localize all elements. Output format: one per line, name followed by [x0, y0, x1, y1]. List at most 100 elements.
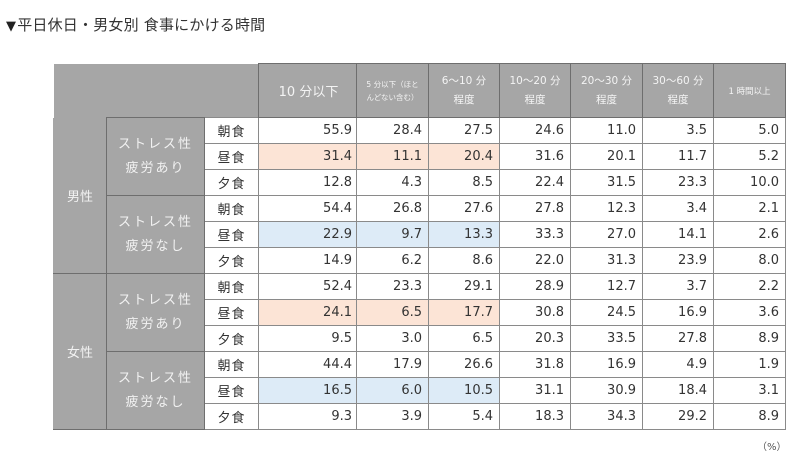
- meal-label: 昼食: [204, 299, 259, 326]
- value-cell-highlight: 6.5: [356, 299, 429, 326]
- value-cell: 2.2: [713, 273, 786, 300]
- stress-label-line2: 疲労なし: [125, 394, 186, 410]
- value-cell-highlight: 20.4: [428, 143, 500, 170]
- meal-label: 朝食: [204, 351, 259, 378]
- value-cell: 28.9: [499, 273, 571, 300]
- value-cell: 52.4: [258, 273, 359, 300]
- value-cell: 22.0: [499, 247, 571, 274]
- value-cell: 14.9: [258, 247, 359, 274]
- value-cell: 3.6: [713, 299, 786, 326]
- page-title: ▼平日休日・男女別 食事にかける時間: [6, 14, 265, 35]
- header-20-30min: 20～30 分 程度: [570, 63, 643, 118]
- meal-label: 夕食: [204, 247, 259, 274]
- value-cell: 3.4: [642, 195, 714, 222]
- gender-label-female: 女性: [53, 273, 107, 430]
- stress-label-line2: 疲労あり: [125, 316, 186, 332]
- table-row: ストレス性 疲労なし 朝食 54.4: [54, 195, 359, 274]
- value-cell-highlight: 16.5: [258, 377, 359, 404]
- value-cell-highlight: 10.5: [428, 377, 500, 404]
- table-row: 男性 ストレス性 疲労あり 朝食 55.9: [53, 117, 359, 274]
- value-cell: 12.3: [570, 195, 643, 222]
- value-cell: 3.7: [642, 273, 714, 300]
- header-line1: 30～60 分: [652, 74, 704, 87]
- value-cell: 20.3: [499, 325, 571, 352]
- table-row: 26.8 27.6 27.8 12.3 3.4 2.1: [356, 195, 786, 222]
- value-cell: 8.5: [428, 169, 500, 196]
- gender-label-male: 男性: [53, 117, 107, 274]
- table-row: 28.4 27.5 24.6 11.0 3.5 5.0: [356, 117, 786, 144]
- header-line1: 20～30 分: [580, 74, 633, 87]
- value-cell: 31.3: [570, 247, 643, 274]
- header-5min-or-less: 5 分以下（ほと んどない含む）: [356, 63, 429, 118]
- table-row: 6.0 10.5 31.1 30.9 18.4 3.1: [356, 377, 786, 404]
- header-line1: 6～10 分: [441, 74, 487, 87]
- value-cell: 20.1: [570, 143, 643, 170]
- stress-label-line2: 疲労あり: [125, 160, 186, 176]
- value-cell: 31.1: [499, 377, 571, 404]
- table-row: 23.3 29.1 28.9 12.7 3.7 2.2: [356, 273, 786, 300]
- value-cell: 55.9: [258, 117, 359, 144]
- meal-label: 夕食: [204, 325, 259, 352]
- stress-label-line1: ストレス性: [117, 370, 193, 386]
- header-line2: 程度: [596, 93, 617, 106]
- table-row: ストレス性 疲労なし 朝食 44.4: [54, 351, 359, 430]
- table-row: 11.1 20.4 31.6 20.1 11.7 5.2: [356, 143, 786, 170]
- stress-label-line1: ストレス性: [117, 292, 193, 308]
- value-cell: 8.9: [713, 403, 786, 430]
- header-10min-or-less: 10 分以下: [258, 63, 359, 118]
- right-table-body: 28.4 27.5 24.6 11.0 3.5 5.0 11.1 20.4 31.6 20.1 11…: [356, 117, 786, 430]
- value-cell: 27.8: [499, 195, 571, 222]
- value-cell: 27.6: [428, 195, 500, 222]
- header-10-20min: 10～20 分 程度: [499, 63, 571, 118]
- right-table: 5 分以下（ほと んどない含む） 6～10 分 程度 10～20 分 程度 20…: [356, 63, 786, 430]
- value-cell: 23.3: [356, 273, 429, 300]
- table-row: 昼食 22.9: [54, 221, 359, 248]
- header-6-10min: 6～10 分 程度: [428, 63, 500, 118]
- value-cell: 1.9: [713, 351, 786, 378]
- value-cell: 31.8: [499, 351, 571, 378]
- value-cell: 44.4: [258, 351, 359, 378]
- value-cell-highlight: 31.4: [258, 143, 359, 170]
- stress-label: ストレス性 疲労あり: [106, 273, 205, 352]
- value-cell: 2.1: [713, 195, 786, 222]
- value-cell: 16.9: [642, 299, 714, 326]
- left-header-row: 10 分以下: [53, 63, 359, 118]
- triangle-marker-icon: ▼: [6, 19, 17, 34]
- value-cell: 5.0: [713, 117, 786, 144]
- value-cell: 9.5: [258, 325, 359, 352]
- value-cell: 30.9: [570, 377, 643, 404]
- table-row: 9.7 13.3 33.3 27.0 14.1 2.6: [356, 221, 786, 248]
- table-row: 6.2 8.6 22.0 31.3 23.9 8.0: [356, 247, 786, 274]
- meal-label: 朝食: [204, 273, 259, 300]
- value-cell: 16.9: [570, 351, 643, 378]
- value-cell: 11.7: [642, 143, 714, 170]
- value-cell: 18.3: [499, 403, 571, 430]
- value-cell: 33.3: [499, 221, 571, 248]
- value-cell: 54.4: [258, 195, 359, 222]
- value-cell: 3.1: [713, 377, 786, 404]
- table-row: 女性 ストレス性 疲労あり 朝食 52.4: [53, 273, 359, 430]
- value-cell-highlight: 24.1: [258, 299, 359, 326]
- header-line1: 5 分以下（ほと: [366, 79, 419, 89]
- meal-label: 朝食: [204, 195, 259, 222]
- value-cell: 9.3: [258, 403, 359, 430]
- table-row: 17.9 26.6 31.8 16.9 4.9 1.9: [356, 351, 786, 378]
- value-cell-highlight: 17.7: [428, 299, 500, 326]
- value-cell: 17.9: [356, 351, 429, 378]
- value-cell-highlight: 11.1: [356, 143, 429, 170]
- table-row: 夕食 9.3: [54, 403, 359, 430]
- value-cell-highlight: 22.9: [258, 221, 359, 248]
- value-cell: 22.4: [499, 169, 571, 196]
- value-cell-highlight: 9.7: [356, 221, 429, 248]
- meal-label: 昼食: [204, 143, 259, 170]
- value-cell: 11.0: [570, 117, 643, 144]
- value-cell: 6.5: [428, 325, 500, 352]
- stress-label: ストレス性 疲労あり: [106, 117, 205, 196]
- value-cell: 23.9: [642, 247, 714, 274]
- value-cell: 5.2: [713, 143, 786, 170]
- stress-label-line2: 疲労なし: [125, 238, 186, 254]
- value-cell-highlight: 6.0: [356, 377, 429, 404]
- header-1h-plus: 1 時間以上: [713, 63, 786, 118]
- value-cell: 14.1: [642, 221, 714, 248]
- value-cell: 8.6: [428, 247, 500, 274]
